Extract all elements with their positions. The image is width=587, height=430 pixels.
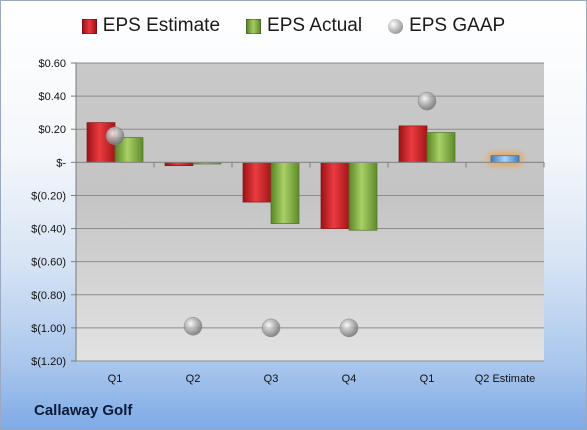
legend-label-eps-actual: EPS Actual	[267, 15, 363, 36]
plot-background	[76, 63, 544, 361]
x-tick-label: Q3	[264, 373, 279, 385]
y-axis: $0.60 $0.40 $0.20 $- $(0.20) $(0.40) $(0.60) $(…	[31, 58, 77, 368]
company-name: Callaway Golf	[34, 402, 133, 419]
y-tick-label: $-	[56, 157, 66, 169]
y-tick-label: $(0.60)	[31, 257, 66, 269]
y-tick-label: $(1.00)	[31, 323, 66, 335]
marker-eps-gaap	[105, 126, 125, 146]
bar-eps-actual	[348, 161, 378, 231]
x-tick-label: Q1	[420, 373, 435, 385]
bar-eps-actual	[426, 132, 456, 163]
legend-swatch-eps-gaap	[388, 18, 404, 34]
bar-eps-estimate-next	[490, 155, 520, 163]
y-tick-label: $(0.80)	[31, 290, 66, 302]
bar-eps-estimate	[320, 161, 350, 229]
legend-item-eps-actual: EPS Actual	[246, 15, 362, 37]
y-tick-label: $(0.40)	[31, 224, 66, 236]
x-axis: Q1 Q2 Q3 Q4 Q1 Q2 Estimate	[75, 161, 545, 385]
x-tick-label: Q4	[342, 373, 357, 385]
bar-eps-actual	[270, 161, 300, 224]
bar-eps-estimate	[242, 161, 272, 203]
marker-eps-gaap	[183, 316, 203, 336]
legend-item-eps-gaap: EPS GAAP	[388, 15, 505, 37]
x-tick-label: Q2	[186, 373, 201, 385]
legend-label-eps-gaap: EPS GAAP	[409, 15, 506, 36]
legend-swatch-eps-actual	[246, 18, 262, 34]
y-tick-label: $0.40	[38, 91, 66, 103]
marker-eps-gaap	[417, 91, 437, 111]
y-tick-label: $0.20	[38, 124, 66, 136]
gaap-markers	[105, 91, 437, 338]
x-tick-label: Q1	[108, 373, 123, 385]
marker-eps-gaap	[339, 318, 359, 338]
x-tick-label: Q2 Estimate	[475, 373, 536, 385]
y-tick-label: $0.60	[38, 58, 66, 70]
legend: EPS Estimate EPS Actual EPS GAAP	[1, 15, 586, 37]
legend-swatch-eps-estimate	[81, 18, 97, 34]
y-tick-label: $(1.20)	[31, 356, 66, 368]
marker-eps-gaap	[261, 318, 281, 338]
legend-label-eps-estimate: EPS Estimate	[102, 15, 221, 36]
legend-item-eps-estimate: EPS Estimate	[81, 15, 221, 37]
y-tick-label: $(0.20)	[31, 190, 66, 202]
bar-eps-estimate	[398, 125, 428, 163]
bars	[86, 122, 522, 231]
